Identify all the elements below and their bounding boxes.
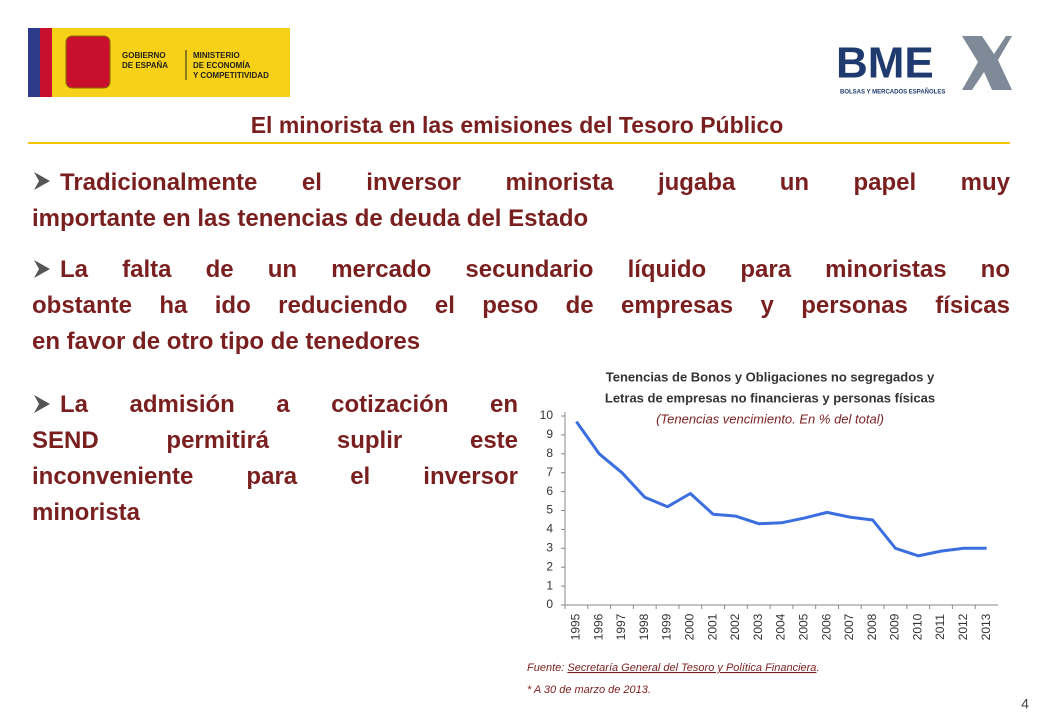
source-label: Fuente: bbox=[527, 662, 564, 674]
data-line bbox=[575, 420, 987, 558]
y-tick-label: 6 bbox=[546, 484, 553, 498]
y-tick-label: 0 bbox=[546, 597, 553, 611]
x-tick-label: 2009 bbox=[888, 613, 902, 640]
bullet-line: en favor de otro tipo de tenedores bbox=[32, 328, 421, 355]
y-tick-label: 3 bbox=[546, 540, 553, 554]
x-tick-label: 1996 bbox=[591, 613, 605, 640]
bullet: SEND permitirá suplir este inconveniente… bbox=[32, 423, 518, 531]
x-tick-label: 1999 bbox=[660, 613, 674, 640]
x-tick-label: 1998 bbox=[637, 613, 651, 640]
x-tick-label: 2004 bbox=[774, 613, 788, 640]
bullet-line: Tradicionalmente el inversor minorista j… bbox=[60, 169, 1010, 196]
bullet: Tradicionalmente el inversor minorista j… bbox=[60, 165, 1010, 201]
x-tick-label: 2007 bbox=[842, 613, 856, 640]
spain-flag bbox=[40, 28, 52, 97]
slide-title: El minorista en las emisiones del Tesoro… bbox=[251, 112, 784, 138]
x-tick-label: 2013 bbox=[979, 613, 993, 640]
x-tick-label: 2002 bbox=[728, 613, 742, 640]
bullet: La admisión a cotización en bbox=[60, 387, 518, 423]
eu-flag bbox=[28, 28, 40, 97]
bullet-line: obstante ha ido reduciendo el peso de em… bbox=[32, 292, 1010, 319]
y-tick-label: 9 bbox=[546, 427, 553, 441]
y-tick-label: 7 bbox=[546, 465, 553, 479]
x-tick-label: 2012 bbox=[956, 613, 970, 640]
x-tick-label: 2005 bbox=[796, 613, 810, 640]
coat-of-arms bbox=[65, 35, 111, 89]
gov-logo-text: GOBIERNO bbox=[122, 51, 166, 60]
bullet-line: La admisión a cotización en bbox=[60, 391, 518, 418]
ministry-text: DE ECONOMÍA bbox=[193, 61, 251, 70]
gov-logo-text: DE ESPAÑA bbox=[122, 61, 168, 70]
y-tick-label: 4 bbox=[546, 522, 553, 536]
x-tick-label: 2003 bbox=[751, 613, 765, 640]
bullet-line: inconveniente para el inversor bbox=[32, 463, 518, 490]
bullet-arrow bbox=[34, 172, 50, 190]
y-tick-label: 10 bbox=[540, 408, 554, 422]
x-tick-label: 2001 bbox=[705, 613, 719, 640]
bme-logo: BME bbox=[836, 39, 934, 88]
bullet-line: importante en las tenencias de deuda del… bbox=[32, 205, 589, 232]
x-tick-label: 1995 bbox=[569, 613, 583, 640]
chart-subtitle: (Tenencias vencimiento. En % del total) bbox=[656, 411, 884, 426]
ministry-text: MINISTERIO bbox=[193, 51, 240, 60]
bullet-line: minorista bbox=[32, 499, 141, 526]
bme-x bbox=[962, 36, 1012, 90]
x-tick-label: 2008 bbox=[865, 613, 879, 640]
x-tick-label: 2011 bbox=[933, 614, 947, 640]
chart-title: Tenencias de Bonos y Obligaciones no seg… bbox=[606, 369, 935, 384]
source-link[interactable]: Secretaría General del Tesoro y Política… bbox=[567, 662, 816, 674]
bme-tagline: BOLSAS Y MERCADOS ESPAÑOLES bbox=[840, 89, 945, 96]
y-tick-label: 1 bbox=[546, 578, 553, 592]
chart-title: Letras de empresas no financieras y pers… bbox=[605, 390, 935, 405]
x-tick-label: 1997 bbox=[614, 613, 628, 640]
bullet-line: SEND permitirá suplir este bbox=[32, 427, 518, 454]
x-tick-label: 2006 bbox=[819, 613, 833, 640]
bullet-arrow bbox=[34, 260, 50, 278]
bullet: importante en las tenencias de deuda del… bbox=[32, 201, 1010, 237]
bullet-arrow bbox=[34, 395, 50, 413]
y-tick-label: 8 bbox=[546, 446, 553, 460]
footer-source: Fuente: Secretaría General del Tesoro y … bbox=[527, 662, 820, 674]
y-tick-label: 5 bbox=[546, 503, 553, 517]
bullet: obstante ha ido reduciendo el peso de em… bbox=[32, 288, 1010, 360]
y-tick-label: 2 bbox=[546, 559, 553, 573]
ministry-text: Y COMPETITIVIDAD bbox=[193, 71, 269, 80]
bullet-line: La falta de un mercado secundario líquid… bbox=[60, 256, 1010, 283]
footer-note: * A 30 de marzo de 2013. bbox=[527, 684, 651, 696]
bullet: La falta de un mercado secundario líquid… bbox=[60, 252, 1010, 288]
source-end: . bbox=[816, 662, 819, 674]
x-tick-label: 2010 bbox=[910, 613, 924, 640]
page-number: 4 bbox=[1021, 696, 1029, 712]
x-tick-label: 2000 bbox=[683, 613, 697, 640]
